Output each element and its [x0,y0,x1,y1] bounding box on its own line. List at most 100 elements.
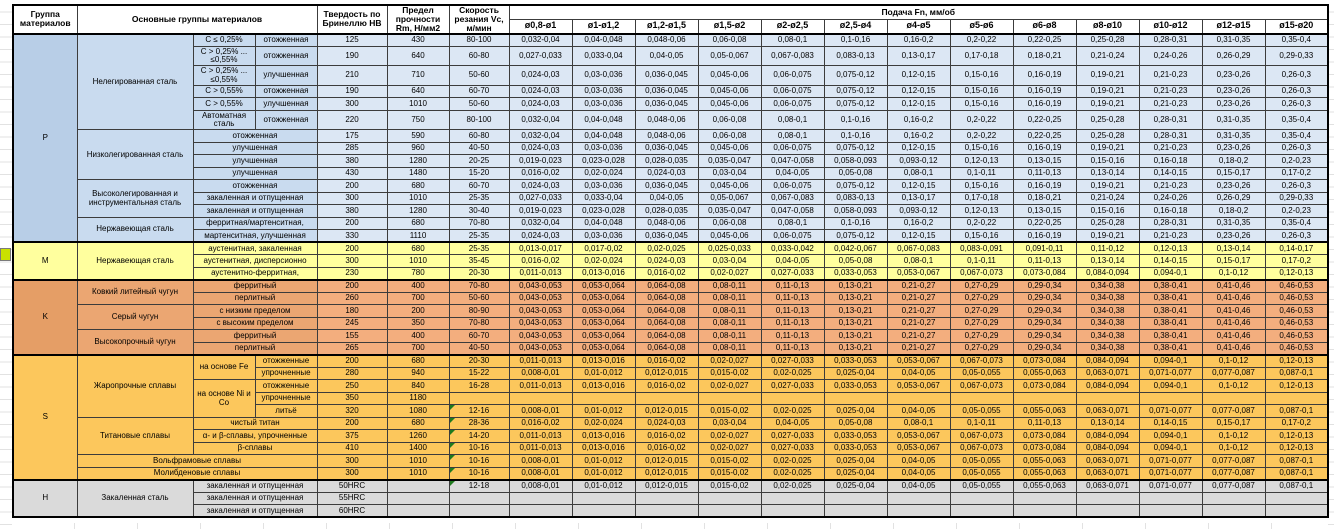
feed-value-cell[interactable]: 0,1-0,16 [823,32,888,47]
feed-value-cell[interactable]: 0,094-0,1 [1138,441,1203,456]
feed-value-cell[interactable]: 0,26-0,29 [1201,45,1266,67]
hardness-value-cell[interactable]: 230 [316,266,388,281]
feed-value-cell[interactable]: 0,053-0,064 [571,278,636,293]
feed-value-cell[interactable]: 0,04-0,05 [886,478,951,493]
speed-value-cell[interactable]: 15-20 [448,166,510,181]
feed-value-cell[interactable]: 0,16-0,19 [1012,84,1077,99]
feed-value-cell[interactable]: 0,016-0,02 [634,441,699,456]
feed-value-cell[interactable]: 0,087-0,1 [1264,366,1329,381]
feed-value-cell[interactable]: 0,16-0,2 [886,129,951,143]
feed-value-cell[interactable]: 0,05-0,055 [949,404,1014,418]
strength-value-cell[interactable]: 1280 [386,204,450,218]
feed-value-cell[interactable]: 0,38-0,41 [1138,291,1203,306]
feed-value-cell[interactable]: 0,1-0,16 [823,216,888,231]
treatment-state-cell[interactable]: закаленная и отпущенная [192,478,318,493]
treatment-state-cell[interactable]: чистый титан [192,416,318,431]
feed-value-cell[interactable]: 0,016-0,02 [508,254,573,268]
hardness-value-cell[interactable]: 200 [316,416,388,431]
treatment-state-cell[interactable]: аустенитная, дисперсионно [192,254,318,268]
feed-value-cell[interactable]: 0,011-0,013 [508,353,573,368]
feed-value-cell[interactable]: 0,033-0,053 [823,266,888,281]
feed-value-cell[interactable]: 0,04-0,048 [571,216,636,231]
feed-value-cell[interactable]: 0,053-0,064 [571,316,636,331]
feed-value-cell[interactable]: 0,19-0,21 [1075,141,1140,156]
feed-value-cell[interactable]: 0,24-0,26 [1138,191,1203,206]
feed-value-cell[interactable]: 0,027-0,033 [760,353,825,368]
feed-value-cell[interactable]: 0,025-0,04 [823,366,888,381]
feed-value-cell[interactable]: 0,016-0,02 [634,429,699,443]
material-name-cell[interactable]: Высоколегированная и инструментальная ст… [76,179,194,218]
strength-value-cell[interactable]: 1260 [386,429,450,443]
feed-value-cell[interactable]: 0,16-0,2 [886,216,951,231]
feed-value-cell[interactable]: 0,036-0,045 [634,65,699,86]
feed-value-cell[interactable]: 0,06-0,08 [697,216,762,231]
feed-value-cell[interactable]: 0,033-0,053 [823,441,888,456]
feed-value-cell[interactable]: 0,03-0,036 [571,84,636,99]
feed-value-cell[interactable]: 0,41-0,46 [1201,304,1266,318]
feed-value-cell[interactable]: 0,077-0,087 [1201,454,1266,468]
feed-value-cell[interactable] [1201,504,1266,518]
feed-value-cell[interactable]: 0,15-0,16 [949,97,1014,111]
feed-value-cell[interactable]: 0,22-0,25 [1012,129,1077,143]
feed-value-cell[interactable]: 0,06-0,075 [760,229,825,243]
speed-value-cell[interactable]: 10-16 [448,454,510,468]
feed-value-cell[interactable]: 0,15-0,17 [1201,416,1266,431]
feed-value-cell[interactable]: 0,028-0,035 [634,204,699,218]
feed-value-cell[interactable]: 0,075-0,12 [823,84,888,99]
feed-value-cell[interactable]: 0,048-0,06 [634,32,699,47]
feed-value-cell[interactable]: 0,042-0,067 [823,241,888,256]
feed-value-cell[interactable]: 0,19-0,21 [1075,65,1140,86]
feed-value-cell[interactable]: 0,06-0,075 [760,97,825,111]
feed-value-cell[interactable]: 0,012-0,015 [634,454,699,468]
feed-value-cell[interactable]: 0,12-0,15 [886,229,951,243]
feed-value-cell[interactable]: 0,26-0,3 [1264,179,1329,193]
feed-value-cell[interactable]: 0,06-0,075 [760,179,825,193]
feed-value-cell[interactable]: 0,027-0,033 [508,45,573,67]
speed-value-cell[interactable]: 50-60 [448,291,510,306]
feed-value-cell[interactable]: 0,17-0,2 [1264,254,1329,268]
feed-value-cell[interactable]: 0,21-0,23 [1138,229,1203,243]
feed-value-cell[interactable] [886,391,951,406]
feed-value-cell[interactable]: 0,063-0,071 [1075,478,1140,493]
feed-value-cell[interactable]: 0,21-0,27 [886,329,951,343]
feed-value-cell[interactable]: 0,043-0,053 [508,304,573,318]
feed-value-cell[interactable]: 0,21-0,27 [886,291,951,306]
treatment-state-cell[interactable]: аустенитно-ферритная, [192,266,318,281]
feed-value-cell[interactable]: 0,21-0,27 [886,278,951,293]
feed-value-cell[interactable]: 0,01-0,012 [571,478,636,493]
feed-value-cell[interactable]: 0,077-0,087 [1201,466,1266,481]
strength-value-cell[interactable]: 680 [386,216,450,231]
feed-value-cell[interactable]: 0,28-0,31 [1138,32,1203,47]
feed-diameter-header[interactable]: ø1,2-ø1,5 [634,18,699,35]
feed-value-cell[interactable]: 0,15-0,16 [1075,204,1140,218]
feed-value-cell[interactable]: 0,008-0,01 [508,466,573,481]
hardness-value-cell[interactable]: 265 [316,341,388,356]
feed-value-cell[interactable]: 0,19-0,21 [1075,229,1140,243]
speed-value-cell[interactable]: 10-16 [448,466,510,481]
feed-value-cell[interactable]: 0,016-0,02 [634,379,699,393]
feed-value-cell[interactable] [1201,491,1266,506]
material-subtype-cell[interactable]: C > 0,25% ... ≤0,55% [192,65,256,86]
strength-value-cell[interactable]: 700 [386,291,450,306]
feed-value-cell[interactable]: 0,13-0,21 [823,278,888,293]
col-header-strength-rm[interactable]: Предел прочности Rm, Н/мм2 [386,4,450,35]
feed-value-cell[interactable]: 0,033-0,04 [571,191,636,206]
feed-value-cell[interactable]: 0,048-0,06 [634,129,699,143]
feed-value-cell[interactable]: 0,04-0,05 [634,45,699,67]
feed-value-cell[interactable]: 0,16-0,2 [886,32,951,47]
feed-value-cell[interactable]: 0,17-0,18 [949,45,1014,67]
strength-value-cell[interactable]: 1010 [386,97,450,111]
feed-value-cell[interactable] [697,491,762,506]
strength-value-cell[interactable]: 700 [386,341,450,356]
feed-value-cell[interactable]: 0,067-0,073 [949,379,1014,393]
strength-value-cell[interactable]: 1180 [386,391,450,406]
feed-value-cell[interactable]: 0,1-0,12 [1201,379,1266,393]
feed-value-cell[interactable] [697,504,762,518]
feed-diameter-header[interactable]: ø12-ø15 [1201,18,1266,35]
feed-value-cell[interactable]: 0,01-0,012 [571,366,636,381]
feed-value-cell[interactable]: 0,077-0,087 [1201,478,1266,493]
treatment-state-cell[interactable]: отожженная [192,179,318,193]
feed-value-cell[interactable]: 0,13-0,21 [823,316,888,331]
material-name-cell[interactable]: Титановые сплавы [76,416,194,456]
feed-value-cell[interactable]: 0,012-0,015 [634,478,699,493]
